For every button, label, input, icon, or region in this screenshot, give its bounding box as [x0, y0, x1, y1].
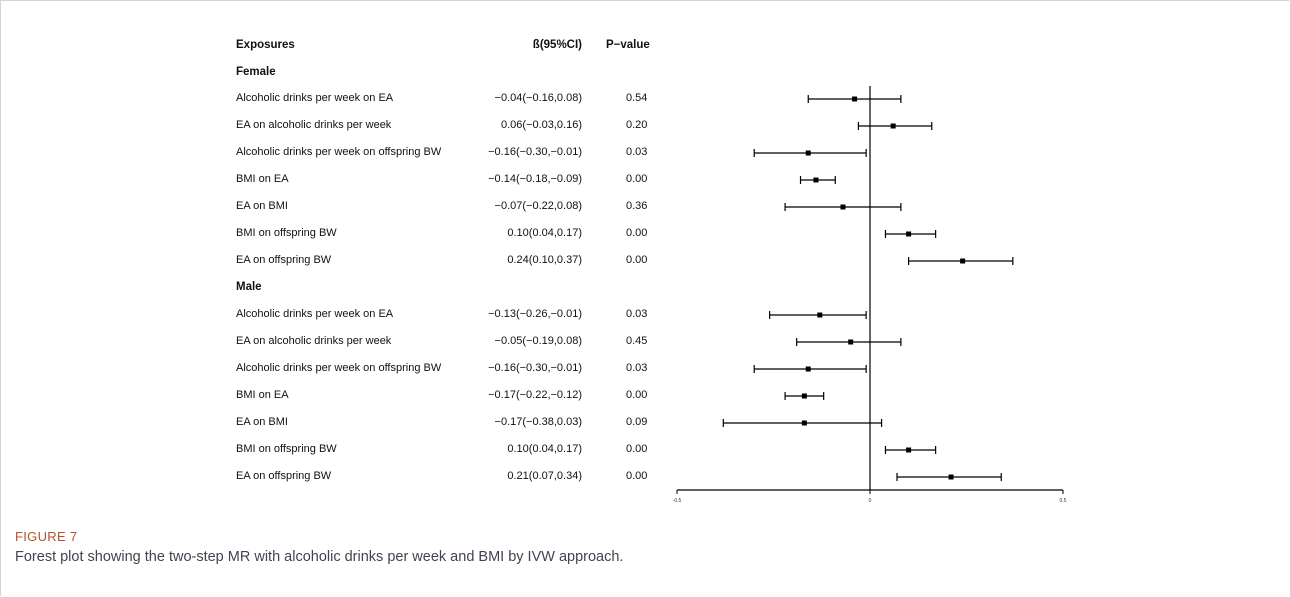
x-tick-label: 0: [869, 498, 872, 504]
row-beta: −0.13(−0.26,−0.01): [488, 308, 582, 320]
row-label: Alcoholic drinks per week on offspring B…: [236, 362, 442, 374]
row-label: EA on BMI: [236, 416, 288, 428]
row-label: Alcoholic drinks per week on EA: [236, 92, 394, 104]
row-pvalue: 0.09: [626, 416, 648, 428]
row-pvalue: 0.00: [626, 443, 648, 455]
header-exposures: Exposures: [236, 39, 295, 51]
row-pvalue: 0.03: [626, 146, 648, 158]
point-estimate: [801, 393, 807, 399]
row-pvalue: 0.36: [626, 200, 648, 212]
point-estimate: [801, 420, 807, 426]
row-label: EA on offspring BW: [236, 254, 332, 266]
row-label: BMI on EA: [236, 173, 289, 185]
point-estimate: [805, 366, 811, 372]
row-beta: 0.06(−0.03,0.16): [500, 119, 582, 131]
row-pvalue: 0.03: [626, 308, 648, 320]
row-beta: 0.10(0.04,0.17): [507, 443, 582, 455]
row-label: Alcoholic drinks per week on EA: [236, 308, 394, 320]
row-beta: 0.10(0.04,0.17): [507, 227, 582, 239]
row-beta: 0.24(0.10,0.37): [507, 254, 582, 266]
x-tick-label: -0.5: [673, 498, 682, 504]
row-pvalue: 0.20: [626, 119, 648, 131]
row-pvalue: 0.54: [626, 92, 648, 104]
figure-label: FIGURE 7: [15, 529, 78, 544]
figure-caption: Forest plot showing the two-step MR with…: [15, 549, 624, 565]
row-pvalue: 0.00: [626, 254, 648, 266]
row-label: EA on offspring BW: [236, 470, 332, 482]
point-estimate: [817, 312, 823, 318]
row-beta: −0.16(−0.30,−0.01): [488, 362, 582, 374]
row-label: BMI on EA: [236, 389, 289, 401]
point-estimate: [840, 204, 846, 210]
row-pvalue: 0.00: [626, 470, 648, 482]
row-label: EA on BMI: [236, 200, 288, 212]
point-estimate: [906, 447, 912, 453]
row-pvalue: 0.00: [626, 227, 648, 239]
row-beta: −0.05(−0.19,0.08): [494, 335, 582, 347]
point-estimate: [848, 339, 854, 345]
row-label: Alcoholic drinks per week on offspring B…: [236, 146, 442, 158]
point-estimate: [948, 474, 954, 480]
header-beta: ß(95%CI): [532, 39, 582, 51]
row-beta: −0.17(−0.38,0.03): [494, 416, 582, 428]
row-beta: −0.04(−0.16,0.08): [494, 92, 582, 104]
row-beta: −0.17(−0.22,−0.12): [488, 389, 582, 401]
row-label: BMI on offspring BW: [236, 227, 337, 239]
row-label: EA on alcoholic drinks per week: [236, 119, 392, 131]
x-tick-label: 0.5: [1060, 498, 1067, 504]
row-label: EA on alcoholic drinks per week: [236, 335, 392, 347]
point-estimate: [813, 177, 819, 183]
point-estimate: [852, 96, 858, 102]
row-pvalue: 0.03: [626, 362, 648, 374]
header-pvalue: P−value: [606, 39, 650, 51]
point-estimate: [890, 123, 896, 129]
row-pvalue: 0.00: [626, 389, 648, 401]
row-pvalue: 0.45: [626, 335, 648, 347]
row-beta: −0.16(−0.30,−0.01): [488, 146, 582, 158]
forest-plot: -0.5 0 0.5: [673, 86, 1067, 504]
group-label-female: Female: [236, 66, 276, 78]
point-estimate: [960, 258, 966, 264]
row-label: BMI on offspring BW: [236, 443, 337, 455]
row-pvalue: 0.00: [626, 173, 648, 185]
group-label-male: Male: [236, 281, 262, 293]
point-estimate: [906, 231, 912, 237]
point-estimate: [805, 150, 811, 156]
row-beta: 0.21(0.07,0.34): [507, 470, 582, 482]
row-beta: −0.14(−0.18,−0.09): [488, 173, 582, 185]
row-beta: −0.07(−0.22,0.08): [494, 200, 582, 212]
